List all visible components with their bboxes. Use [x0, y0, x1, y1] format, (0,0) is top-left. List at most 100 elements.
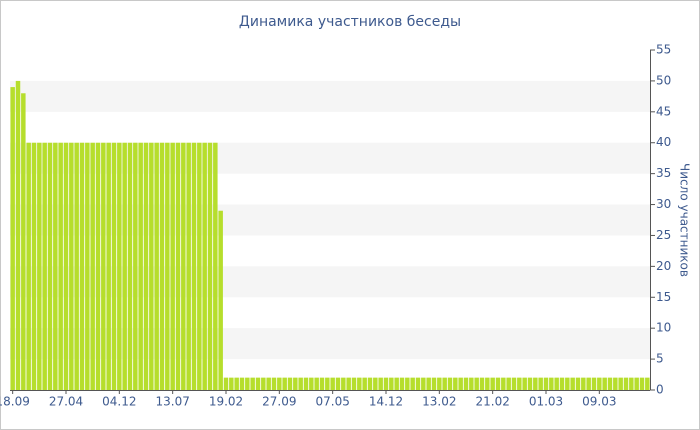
- bar: [37, 142, 42, 390]
- bar: [58, 142, 63, 390]
- bar: [325, 377, 330, 390]
- bar: [426, 377, 431, 390]
- x-tick-label: 13.02: [422, 395, 456, 409]
- bar: [634, 377, 639, 390]
- x-tick-label: 09.03: [582, 395, 616, 409]
- bar: [261, 377, 266, 390]
- bar: [458, 377, 463, 390]
- bar: [90, 142, 95, 390]
- bar: [10, 87, 15, 390]
- bar: [463, 377, 469, 390]
- x-tick-label: 18.09: [0, 395, 30, 409]
- bar: [501, 377, 506, 390]
- bar: [85, 142, 90, 390]
- y-tick-label: 30: [656, 197, 671, 211]
- bar: [143, 142, 149, 390]
- bar: [645, 377, 650, 390]
- bar: [479, 377, 485, 390]
- y-tick-label: 45: [656, 104, 671, 118]
- bar: [335, 377, 341, 390]
- bar: [453, 377, 458, 390]
- bar: [47, 142, 53, 390]
- bar: [111, 142, 117, 390]
- bar: [106, 142, 111, 390]
- bar: [69, 142, 74, 390]
- bar: [490, 377, 495, 390]
- bar: [399, 377, 405, 390]
- bar: [207, 142, 213, 390]
- bar: [181, 142, 186, 390]
- x-tick-label: 19.02: [209, 395, 243, 409]
- bar: [234, 377, 239, 390]
- bar: [346, 377, 351, 390]
- bar: [31, 142, 37, 390]
- bar: [197, 142, 202, 390]
- bar: [607, 377, 613, 390]
- bar: [218, 210, 223, 390]
- bar: [277, 377, 282, 390]
- bar: [549, 377, 554, 390]
- bar: [394, 377, 399, 390]
- bar: [447, 377, 453, 390]
- grid-band: [10, 142, 650, 174]
- bar: [527, 377, 533, 390]
- bar: [485, 377, 490, 390]
- bar: [154, 142, 159, 390]
- bar: [586, 377, 591, 390]
- bar: [431, 377, 437, 390]
- x-tick-label: 27.04: [49, 395, 83, 409]
- grid-band: [10, 328, 650, 360]
- bar: [517, 377, 522, 390]
- bar: [565, 377, 570, 390]
- bar: [149, 142, 154, 390]
- y-tick-label: 50: [656, 73, 671, 87]
- bar: [229, 377, 234, 390]
- bar: [223, 377, 229, 390]
- grid-band: [10, 80, 650, 112]
- bar: [309, 377, 314, 390]
- bar: [383, 377, 389, 390]
- y-tick-label: 15: [656, 290, 671, 304]
- bar: [389, 377, 394, 390]
- bar: [186, 142, 191, 390]
- bar: [245, 377, 250, 390]
- bar: [378, 377, 383, 390]
- bar: [538, 377, 543, 390]
- y-tick-label: 10: [656, 321, 671, 335]
- grid-band: [10, 204, 650, 236]
- bar: [367, 377, 373, 390]
- bar: [506, 377, 511, 390]
- bar: [597, 377, 602, 390]
- bar: [250, 377, 255, 390]
- bar: [362, 377, 367, 390]
- bar: [266, 377, 271, 390]
- y-tick-label: 0: [656, 383, 664, 397]
- bar: [202, 142, 207, 390]
- bar: [437, 377, 442, 390]
- bar: [255, 377, 261, 390]
- bar: [469, 377, 474, 390]
- bar: [74, 142, 79, 390]
- bar: [554, 377, 559, 390]
- bar: [474, 377, 479, 390]
- bar: [314, 377, 319, 390]
- bar: [618, 377, 623, 390]
- bar: [559, 377, 565, 390]
- bar: [581, 377, 586, 390]
- bar: [79, 142, 85, 390]
- bar: [373, 377, 378, 390]
- bar: [303, 377, 309, 390]
- y-tick-label: 20: [656, 259, 671, 273]
- bar: [629, 377, 634, 390]
- bar: [543, 377, 549, 390]
- bar: [415, 377, 421, 390]
- bar: [26, 142, 31, 390]
- bar: [341, 377, 346, 390]
- bar: [623, 377, 629, 390]
- bar: [410, 377, 415, 390]
- bar: [42, 142, 47, 390]
- y-tick-label: 55: [656, 43, 671, 57]
- x-tick-label: 13.07: [155, 395, 189, 409]
- bar: [522, 377, 527, 390]
